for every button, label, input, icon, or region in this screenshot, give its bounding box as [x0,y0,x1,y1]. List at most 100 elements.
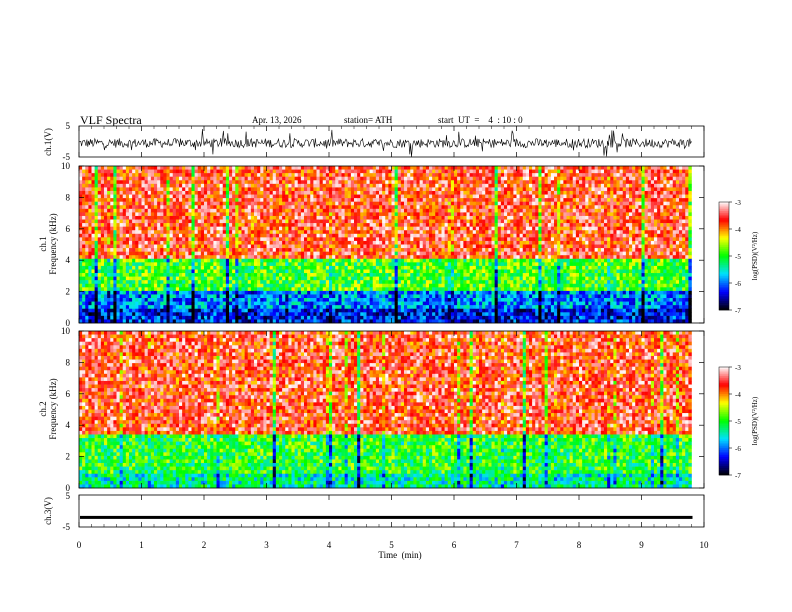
spectrogram-cell [326,202,329,206]
spectrogram-cell [270,302,273,306]
spectrogram-cell [348,312,351,316]
spectrogram-cell [273,166,276,170]
spectrogram-cell [220,212,223,216]
spectrogram-cell [313,269,316,273]
spectrogram-cell [85,312,88,316]
spectrogram-cell [185,309,188,313]
spectrogram-cell [120,298,123,302]
spectrogram-cell [348,227,351,231]
spectrogram-cell [88,273,91,277]
spectrogram-cell [357,170,360,174]
spectrogram-cell [195,312,198,316]
spectrogram-cell [163,170,166,174]
spectrogram-cell [398,312,401,316]
spectrogram-cell [426,287,429,291]
spectrogram-cell [270,170,273,174]
spectrogram-cell [157,245,160,249]
spectrogram-cell [126,252,129,256]
spectrogram-cell [392,259,395,263]
spectrogram-cell [298,223,301,227]
spectrogram-cell [248,227,251,231]
spectrogram-cell [273,248,276,252]
spectrogram-cell [195,205,198,209]
spectrogram-cell [329,248,332,252]
spectrogram-cell [157,262,160,266]
spectrogram-cell [82,216,85,220]
spectrogram-cell [210,277,213,281]
spectrogram-cell [360,177,363,181]
spectrogram-cell [270,309,273,313]
spectrogram-cell [154,180,157,184]
spectrogram-cell [398,248,401,252]
spectrogram-cell [201,305,204,309]
spectrogram-cell [170,212,173,216]
spectrogram-cell [132,187,135,191]
spectrogram-cell [398,223,401,227]
spectrogram-cell [345,170,348,174]
spectrogram-cell [126,273,129,277]
spectrogram-cell [301,187,304,191]
spectrogram-cell [295,180,298,184]
spectrogram-cell [173,191,176,195]
spectrogram-cell [207,284,210,288]
spectrogram-cell [92,173,95,177]
spectrogram-cell [301,223,304,227]
spectrogram-cell [167,277,170,281]
spectrogram-cell [413,230,416,234]
spectrogram-cell [417,180,420,184]
spectrogram-cell [179,195,182,199]
spectrogram-cell [235,269,238,273]
spectrogram-cell [338,273,341,277]
spectrogram-cell [198,284,201,288]
spectrogram-cell [282,280,285,284]
spectrogram-cell [207,227,210,231]
spectrogram-cell [132,294,135,298]
spectrogram-cell [232,298,235,302]
spectrogram-cell [320,291,323,295]
spectrogram-cell [157,184,160,188]
spectrogram-cell [298,245,301,249]
spectrogram-cell [251,248,254,252]
spectrogram-cell [204,273,207,277]
spectrogram-cell [188,166,191,170]
spectrogram-cell [160,237,163,241]
spectrogram-cell [288,280,291,284]
spectrogram-cell [348,173,351,177]
spectrogram-cell [335,187,338,191]
spectrogram-cell [320,237,323,241]
spectrogram-cell [273,205,276,209]
spectrogram-cell [151,177,154,181]
spectrogram-cell [98,195,101,199]
spectrogram-cell [207,220,210,224]
spectrogram-cell [163,212,166,216]
spectrogram-cell [263,273,266,277]
spectrogram-cell [198,220,201,224]
spectrogram-cell [170,209,173,213]
spectrogram-cell [332,227,335,231]
spectrogram-cell [329,234,332,238]
spectrogram-cell [329,284,332,288]
spectrogram-cell [117,248,120,252]
spectrogram-cell [235,216,238,220]
spectrogram-cell [292,245,295,249]
spectrogram-cell [223,262,226,266]
spectrogram-cell [370,312,373,316]
spectrogram-cell [279,205,282,209]
spectrogram-cell [401,269,404,273]
spectrogram-cell [85,255,88,259]
spectrogram-cell [113,209,116,213]
spectrogram-cell [176,291,179,295]
spectrogram-cell [160,205,163,209]
spectrogram-cell [329,195,332,199]
spectrogram-cell [113,302,116,306]
spectrogram-cell [120,205,123,209]
spectrogram-cell [420,298,423,302]
spectrogram-cell [357,305,360,309]
spectrogram-cell [382,294,385,298]
spectrogram-cell [373,202,376,206]
spectrogram-cell [257,259,260,263]
spectrogram-cell [88,184,91,188]
spectrogram-cell [367,195,370,199]
spectrogram-cell [88,294,91,298]
spectrogram-cell [176,180,179,184]
